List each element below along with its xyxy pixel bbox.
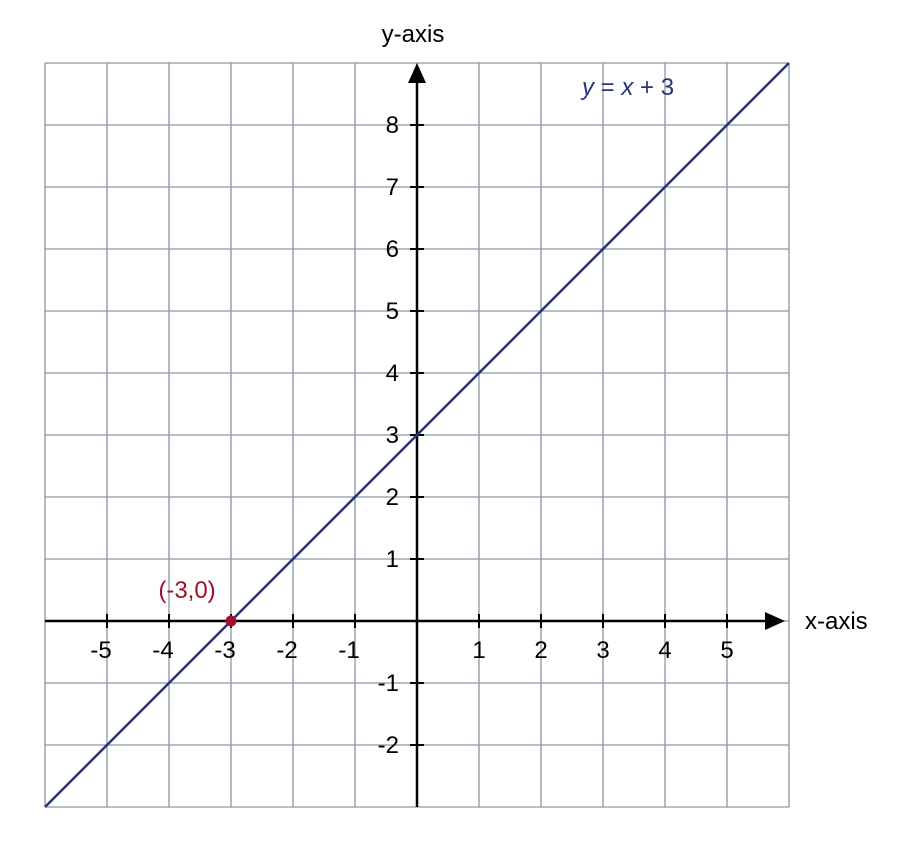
point-annotation: (-3,0) xyxy=(158,577,215,604)
y-axis-label: y-axis xyxy=(382,21,445,48)
series-label-y: y xyxy=(580,74,596,101)
x-tick-label: 5 xyxy=(720,637,733,664)
y-tick-label: 5 xyxy=(386,298,399,325)
annotated-point xyxy=(225,615,237,627)
x-axis-arrow xyxy=(765,612,785,630)
x-tick-label: -3 xyxy=(214,637,235,664)
y-tick-label: 3 xyxy=(386,422,399,449)
series-line xyxy=(44,62,790,808)
series-label-rest: + 3 xyxy=(633,74,674,101)
series xyxy=(44,62,790,808)
x-tick-label: -1 xyxy=(338,637,359,664)
y-tick-label: 6 xyxy=(386,236,399,263)
series-label: y = x + 3 xyxy=(580,74,674,101)
x-tick-label: -5 xyxy=(90,637,111,664)
y-axis-arrow xyxy=(408,63,426,83)
axes xyxy=(45,63,785,807)
x-axis-label: x-axis xyxy=(805,608,868,635)
x-tick-label: 2 xyxy=(534,637,547,664)
series-label-eq: = xyxy=(594,74,621,101)
y-tick-label: 8 xyxy=(386,112,399,139)
x-tick-label: -2 xyxy=(276,637,297,664)
x-tick-label: -4 xyxy=(152,637,173,664)
y-tick-label: -2 xyxy=(378,732,399,759)
ticks: -5 -4 -3 -2 -1 1 2 3 4 5 -2 -1 1 2 3 4 5 6 7 8 xyxy=(90,112,733,759)
y-tick-label: 1 xyxy=(386,546,399,573)
y-tick-label: 2 xyxy=(386,484,399,511)
y-tick-label: 4 xyxy=(386,360,399,387)
x-tick-label: 3 xyxy=(596,637,609,664)
x-tick-label: 4 xyxy=(658,637,671,664)
x-tick-label: 1 xyxy=(472,637,485,664)
series-label-x: x xyxy=(620,74,634,101)
y-tick-label: 7 xyxy=(386,174,399,201)
y-tick-label: -1 xyxy=(378,670,399,697)
